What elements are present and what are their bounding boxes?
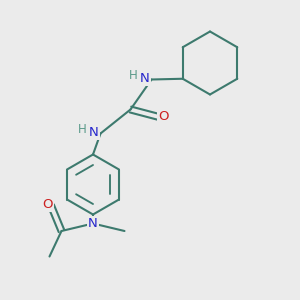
Text: O: O [42, 197, 53, 211]
Text: H: H [128, 69, 137, 82]
Text: O: O [158, 110, 169, 124]
Text: H: H [77, 123, 86, 136]
Text: N: N [88, 217, 98, 230]
Text: N: N [89, 126, 99, 140]
Text: N: N [140, 72, 150, 86]
